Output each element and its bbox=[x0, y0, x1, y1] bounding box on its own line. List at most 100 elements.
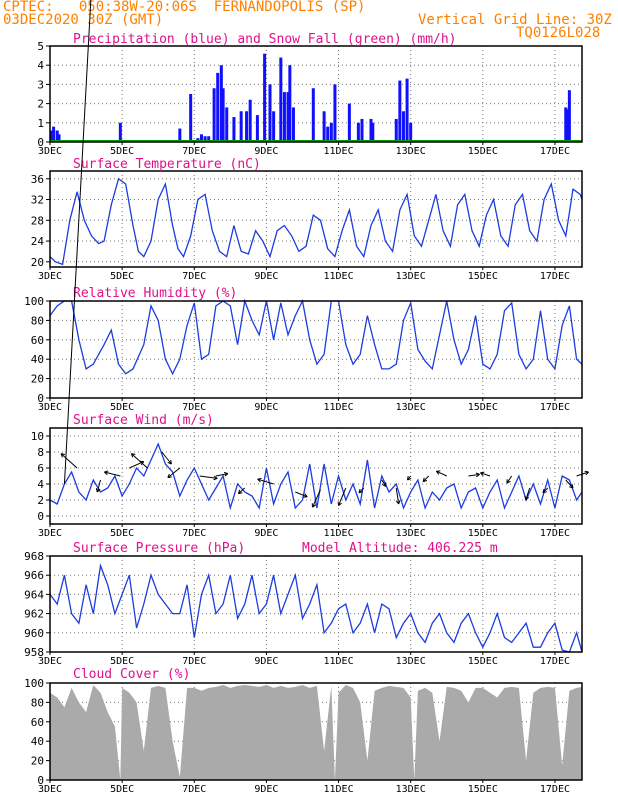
wind-arrow bbox=[238, 487, 246, 494]
precip-bar bbox=[189, 94, 193, 142]
temp-frame bbox=[49, 170, 583, 268]
x-tick-label: 5DEC bbox=[110, 271, 134, 282]
y-tick-label: 4 bbox=[37, 59, 44, 72]
precip-bar bbox=[272, 111, 276, 142]
precip-bar bbox=[212, 88, 216, 142]
precip-bar bbox=[255, 115, 259, 142]
precip-bar bbox=[326, 126, 330, 142]
wind-arrow bbox=[131, 453, 148, 469]
rh-frame bbox=[49, 300, 583, 399]
x-tick-label: 13DEC bbox=[396, 656, 426, 667]
y-tick-label: 960 bbox=[24, 627, 44, 640]
y-tick-label: 0 bbox=[37, 510, 44, 523]
x-tick-label: 3DEC bbox=[38, 784, 62, 795]
precip-bar bbox=[245, 111, 249, 142]
x-tick-label: 15DEC bbox=[468, 146, 498, 157]
x-tick-label: 17DEC bbox=[540, 656, 570, 667]
y-tick-label: 20 bbox=[31, 373, 44, 386]
x-tick-label: 3DEC bbox=[38, 528, 62, 539]
wind-arrow-head bbox=[542, 488, 547, 494]
y-tick-label: 20 bbox=[31, 256, 44, 269]
x-tick-label: 7DEC bbox=[182, 528, 206, 539]
wind-arrow bbox=[565, 479, 574, 489]
wind-arrow-head bbox=[223, 471, 229, 477]
wind-arrow-head bbox=[584, 470, 589, 476]
y-tick-label: 28 bbox=[31, 214, 44, 227]
precip-bar bbox=[360, 118, 364, 142]
x-tick-label: 17DEC bbox=[540, 146, 570, 157]
wind-arrow-head bbox=[406, 475, 412, 481]
pres-frame bbox=[49, 555, 583, 653]
y-tick-label: 966 bbox=[24, 569, 44, 582]
wind-arrow bbox=[60, 453, 78, 469]
precip-bar bbox=[219, 65, 223, 142]
wind-arrow-head bbox=[395, 500, 401, 505]
x-tick-label: 3DEC bbox=[38, 402, 62, 413]
precip-bar bbox=[356, 122, 360, 142]
x-tick-label: 9DEC bbox=[254, 528, 278, 539]
x-tick-label: 9DEC bbox=[254, 656, 278, 667]
y-tick-label: 40 bbox=[31, 353, 44, 366]
wind-arrow bbox=[199, 475, 218, 479]
temp-series-line bbox=[49, 177, 583, 266]
x-tick-label: 15DEC bbox=[468, 528, 498, 539]
precip-bar bbox=[311, 88, 315, 142]
precip-bar bbox=[369, 118, 373, 142]
wind-arrow bbox=[542, 487, 549, 494]
y-tick-label: 10 bbox=[31, 430, 44, 443]
wind-arrow bbox=[381, 479, 387, 487]
y-tick-label: 0 bbox=[37, 392, 44, 405]
precip-bar bbox=[409, 122, 413, 142]
x-tick-label: 3DEC bbox=[38, 656, 62, 667]
wind-arrow-head bbox=[130, 453, 136, 458]
x-tick-label: 11DEC bbox=[323, 528, 353, 539]
x-tick-label: 11DEC bbox=[323, 402, 353, 413]
temp-title: Surface Temperature (nC) bbox=[73, 157, 261, 172]
x-tick-label: 9DEC bbox=[254, 402, 278, 413]
precip-bar bbox=[401, 111, 405, 142]
y-tick-label: 32 bbox=[31, 194, 44, 207]
x-tick-label: 11DEC bbox=[323, 146, 353, 157]
wind-arrow-head bbox=[311, 503, 317, 508]
y-tick-label: 6 bbox=[37, 462, 44, 475]
precip-bar bbox=[55, 130, 59, 142]
precip-bar bbox=[564, 107, 568, 142]
y-tick-label: 60 bbox=[31, 716, 44, 729]
wind-arrow-head bbox=[524, 495, 529, 501]
y-tick-label: 958 bbox=[24, 646, 44, 659]
wind-arrow-head bbox=[435, 470, 441, 475]
wind-arrow bbox=[436, 470, 447, 477]
y-tick-label: 964 bbox=[24, 588, 44, 601]
wind-arrow-head bbox=[213, 475, 218, 481]
y-tick-label: 0 bbox=[37, 774, 44, 787]
y-tick-label: 40 bbox=[31, 735, 44, 748]
precip-bar bbox=[232, 117, 236, 142]
y-tick-label: 100 bbox=[24, 677, 44, 690]
y-tick-label: 2 bbox=[37, 98, 44, 111]
precip-bar bbox=[567, 90, 571, 142]
cloud-cover-area bbox=[50, 684, 582, 780]
precip-bar bbox=[178, 128, 182, 142]
precip-bar bbox=[118, 122, 122, 142]
pres-series-line bbox=[49, 563, 583, 653]
precip-bar bbox=[288, 65, 292, 142]
x-tick-label: 9DEC bbox=[254, 146, 278, 157]
x-tick-label: 15DEC bbox=[468, 271, 498, 282]
precip-bar bbox=[329, 122, 333, 142]
y-tick-label: 2 bbox=[37, 494, 44, 507]
wind-arrow bbox=[312, 489, 321, 508]
precip-bar bbox=[203, 136, 207, 142]
y-tick-label: 5 bbox=[37, 40, 44, 53]
y-tick-label: 20 bbox=[31, 755, 44, 768]
y-tick-label: 24 bbox=[31, 235, 45, 248]
x-tick-label: 3DEC bbox=[38, 146, 62, 157]
wind-frame bbox=[49, 427, 583, 525]
wind-arrow bbox=[480, 472, 491, 477]
wind-arrow-head bbox=[167, 473, 172, 479]
y-tick-label: 0 bbox=[37, 136, 44, 149]
wind-arrow bbox=[468, 473, 480, 477]
x-tick-label: 17DEC bbox=[540, 271, 570, 282]
precip-bar bbox=[199, 134, 203, 142]
precip-bar bbox=[291, 107, 295, 142]
